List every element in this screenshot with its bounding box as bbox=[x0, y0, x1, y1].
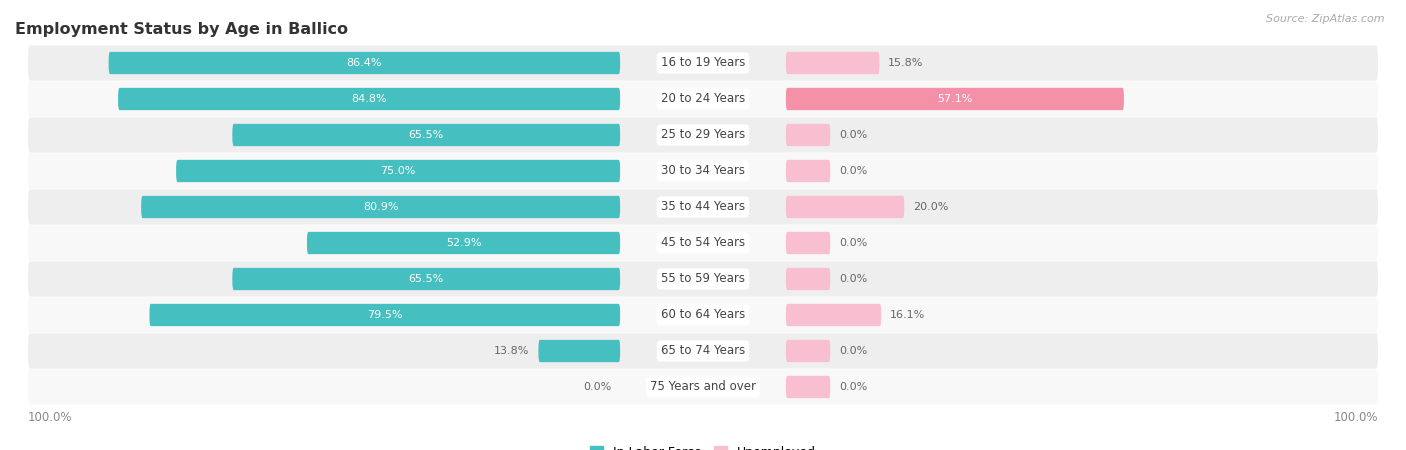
Text: 0.0%: 0.0% bbox=[839, 238, 868, 248]
FancyBboxPatch shape bbox=[28, 261, 1378, 297]
FancyBboxPatch shape bbox=[786, 196, 904, 218]
FancyBboxPatch shape bbox=[232, 268, 620, 290]
FancyBboxPatch shape bbox=[28, 189, 1378, 225]
Text: 75.0%: 75.0% bbox=[381, 166, 416, 176]
FancyBboxPatch shape bbox=[786, 160, 831, 182]
Text: 0.0%: 0.0% bbox=[583, 382, 612, 392]
FancyBboxPatch shape bbox=[176, 160, 620, 182]
Text: 20.0%: 20.0% bbox=[912, 202, 949, 212]
Text: 35 to 44 Years: 35 to 44 Years bbox=[661, 201, 745, 213]
FancyBboxPatch shape bbox=[28, 153, 1378, 189]
Text: 100.0%: 100.0% bbox=[28, 411, 73, 424]
FancyBboxPatch shape bbox=[786, 376, 831, 398]
Text: 65.5%: 65.5% bbox=[409, 130, 444, 140]
Text: 30 to 34 Years: 30 to 34 Years bbox=[661, 165, 745, 177]
FancyBboxPatch shape bbox=[786, 268, 831, 290]
Text: 16 to 19 Years: 16 to 19 Years bbox=[661, 57, 745, 69]
FancyBboxPatch shape bbox=[786, 304, 882, 326]
FancyBboxPatch shape bbox=[28, 225, 1378, 261]
Text: Source: ZipAtlas.com: Source: ZipAtlas.com bbox=[1267, 14, 1385, 23]
FancyBboxPatch shape bbox=[786, 52, 879, 74]
Text: 75 Years and over: 75 Years and over bbox=[650, 381, 756, 393]
FancyBboxPatch shape bbox=[232, 124, 620, 146]
Text: 100.0%: 100.0% bbox=[1333, 411, 1378, 424]
FancyBboxPatch shape bbox=[786, 340, 831, 362]
Legend: In Labor Force, Unemployed: In Labor Force, Unemployed bbox=[585, 441, 821, 450]
FancyBboxPatch shape bbox=[28, 45, 1378, 81]
FancyBboxPatch shape bbox=[28, 369, 1378, 405]
Text: 0.0%: 0.0% bbox=[839, 382, 868, 392]
Text: 45 to 54 Years: 45 to 54 Years bbox=[661, 237, 745, 249]
Text: 20 to 24 Years: 20 to 24 Years bbox=[661, 93, 745, 105]
FancyBboxPatch shape bbox=[28, 333, 1378, 369]
Text: 0.0%: 0.0% bbox=[839, 166, 868, 176]
Text: 79.5%: 79.5% bbox=[367, 310, 402, 320]
Text: 86.4%: 86.4% bbox=[347, 58, 382, 68]
FancyBboxPatch shape bbox=[28, 297, 1378, 333]
FancyBboxPatch shape bbox=[141, 196, 620, 218]
FancyBboxPatch shape bbox=[786, 88, 1123, 110]
Text: 13.8%: 13.8% bbox=[494, 346, 530, 356]
Text: 65.5%: 65.5% bbox=[409, 274, 444, 284]
FancyBboxPatch shape bbox=[786, 124, 831, 146]
Text: 80.9%: 80.9% bbox=[363, 202, 398, 212]
Text: 0.0%: 0.0% bbox=[839, 274, 868, 284]
FancyBboxPatch shape bbox=[149, 304, 620, 326]
Text: 25 to 29 Years: 25 to 29 Years bbox=[661, 129, 745, 141]
Text: 84.8%: 84.8% bbox=[352, 94, 387, 104]
Text: 55 to 59 Years: 55 to 59 Years bbox=[661, 273, 745, 285]
Text: 0.0%: 0.0% bbox=[839, 130, 868, 140]
Text: Employment Status by Age in Ballico: Employment Status by Age in Ballico bbox=[14, 22, 347, 37]
Text: 60 to 64 Years: 60 to 64 Years bbox=[661, 309, 745, 321]
Text: 0.0%: 0.0% bbox=[839, 346, 868, 356]
FancyBboxPatch shape bbox=[28, 81, 1378, 117]
Text: 52.9%: 52.9% bbox=[446, 238, 481, 248]
FancyBboxPatch shape bbox=[538, 340, 620, 362]
FancyBboxPatch shape bbox=[307, 232, 620, 254]
FancyBboxPatch shape bbox=[108, 52, 620, 74]
FancyBboxPatch shape bbox=[786, 232, 831, 254]
FancyBboxPatch shape bbox=[28, 117, 1378, 153]
Text: 15.8%: 15.8% bbox=[889, 58, 924, 68]
Text: 57.1%: 57.1% bbox=[938, 94, 973, 104]
Text: 65 to 74 Years: 65 to 74 Years bbox=[661, 345, 745, 357]
FancyBboxPatch shape bbox=[118, 88, 620, 110]
Text: 16.1%: 16.1% bbox=[890, 310, 925, 320]
